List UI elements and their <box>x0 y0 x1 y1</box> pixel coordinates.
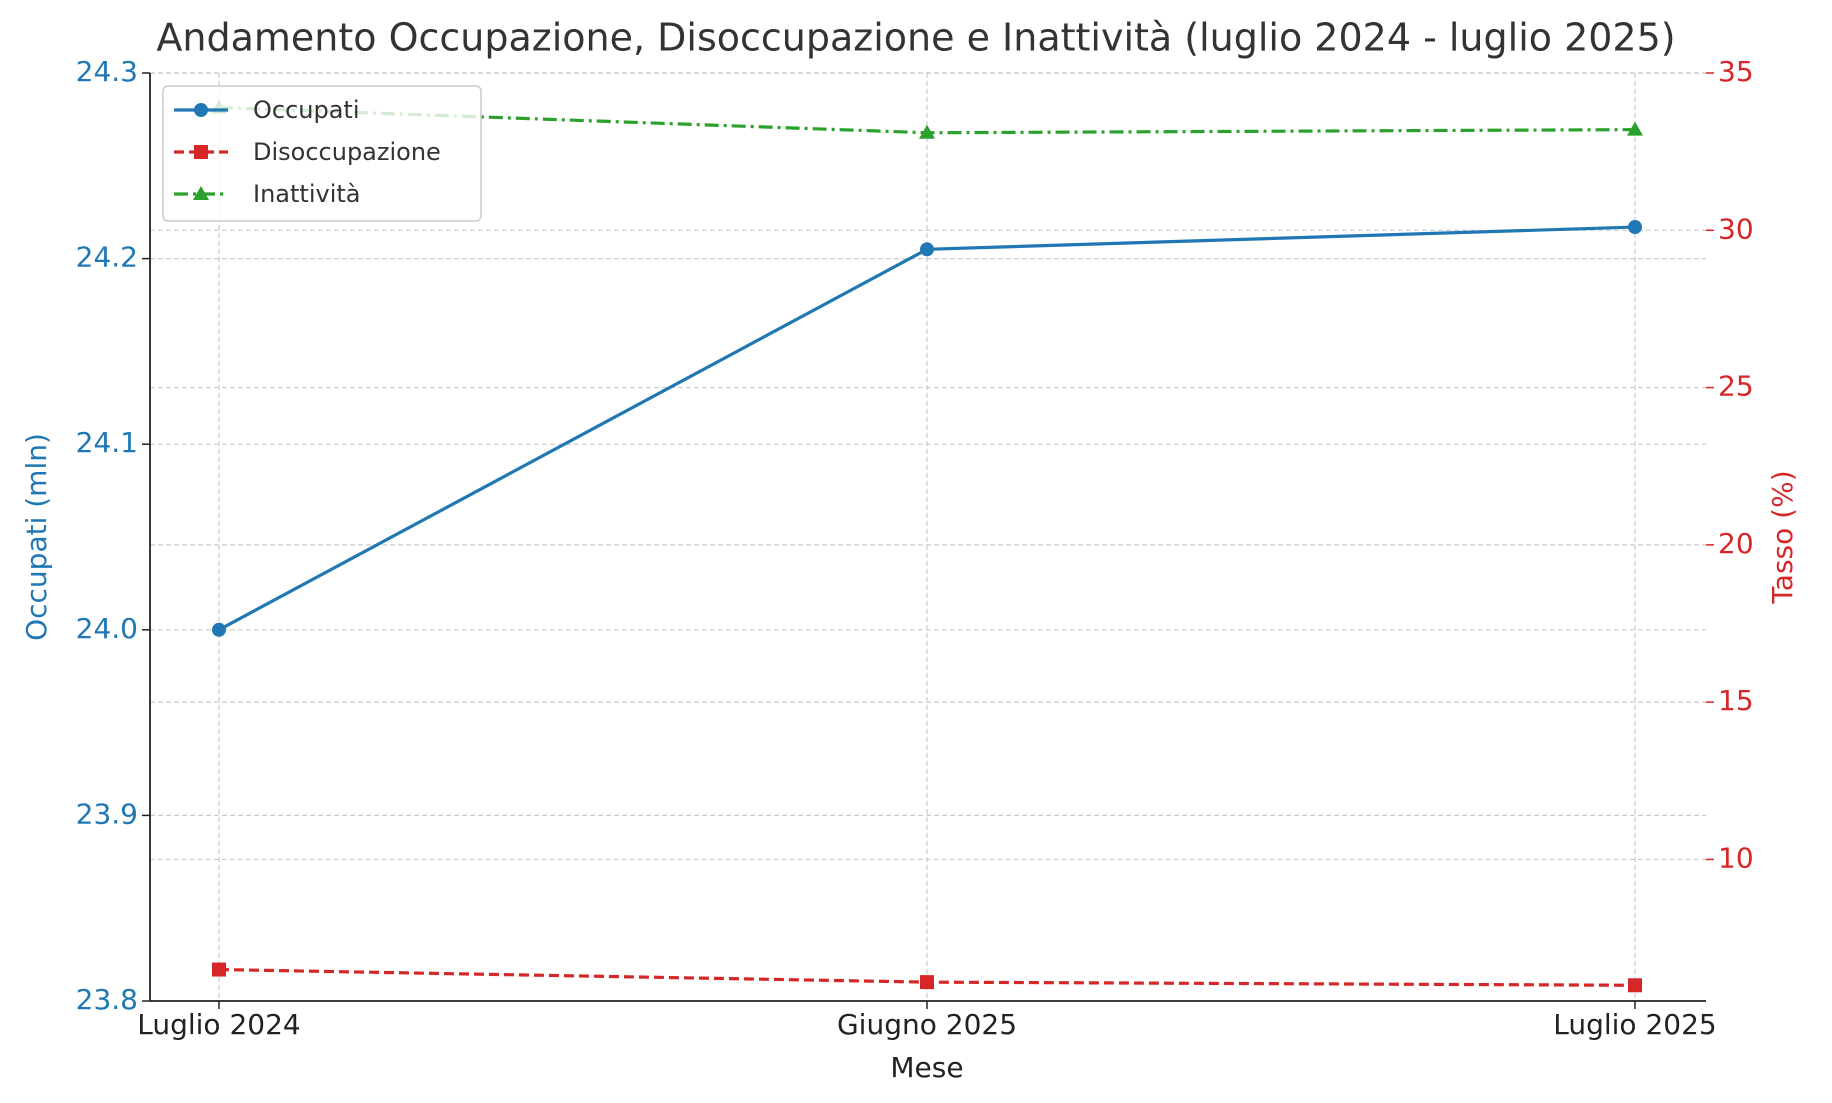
y-tick-label: 24.0 <box>76 612 138 645</box>
marker <box>193 186 209 200</box>
y-tick-label: 23.8 <box>76 983 138 1016</box>
y2-tick-label: 25 <box>1718 370 1754 403</box>
legend-box <box>162 85 482 222</box>
marker <box>920 975 934 990</box>
marker <box>919 124 935 139</box>
x-tick-label: Luglio 2024 <box>137 1008 300 1041</box>
x-tick-label: Giugno 2025 <box>837 1008 1017 1041</box>
y2-tick-label: 30 <box>1718 212 1754 245</box>
marker <box>212 962 226 977</box>
y2-axis-label: Tasso (%) <box>1766 470 1799 604</box>
y2-tick-label: 35 <box>1718 55 1754 88</box>
legend-label: Occupati <box>253 96 360 124</box>
marker <box>212 622 226 637</box>
marker <box>1627 121 1643 136</box>
y-axis-label: Occupati (mln) <box>20 433 53 641</box>
x-tick-label: Luglio 2025 <box>1553 1008 1716 1041</box>
y2-tick-label: 10 <box>1718 841 1754 874</box>
legend: Occupati Disoccupazione Inattività <box>162 85 482 222</box>
y2-tick-label: 15 <box>1718 684 1754 717</box>
marker <box>1628 978 1642 993</box>
chart-title: Andamento Occupazione, Disoccupazione e … <box>156 16 1675 60</box>
marker <box>920 242 934 257</box>
legend-label: Disoccupazione <box>253 138 441 166</box>
y-tick-label: 24.1 <box>76 426 138 459</box>
marker <box>194 145 208 159</box>
legend-label: Inattività <box>253 180 360 208</box>
y-tick-label: 23.9 <box>76 797 138 830</box>
marker <box>1628 220 1642 235</box>
marker <box>194 103 208 117</box>
x-axis-label: Mese <box>890 1051 963 1084</box>
y2-tick-label: 20 <box>1718 527 1754 560</box>
y-tick-label: 24.2 <box>76 241 138 274</box>
y-tick-label: 24.3 <box>76 55 138 88</box>
